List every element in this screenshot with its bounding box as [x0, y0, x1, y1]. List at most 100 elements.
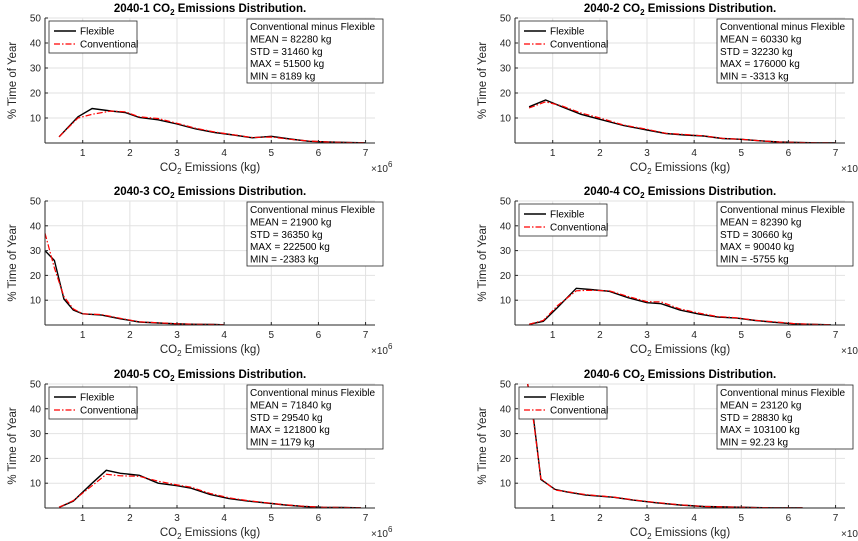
- y-tick-label: 10: [30, 114, 42, 125]
- stats-line: MEAN = 71840 kg: [250, 401, 331, 412]
- stats-line: STD = 28830 kg: [720, 413, 793, 424]
- x-multiplier-exponent: 6: [388, 525, 393, 534]
- chart-title-main: 2040-3 CO: [114, 186, 170, 198]
- x-axis-label-rest: Emissions (kg): [182, 162, 261, 174]
- y-tick-label: 30: [500, 64, 512, 75]
- x-multiplier-base: ×10: [841, 164, 858, 175]
- x-tick-label: 5: [739, 330, 745, 341]
- x-axis-label-rest: Emissions (kg): [182, 527, 261, 539]
- x-tick-label: 2: [127, 148, 133, 159]
- x-axis-label-main: CO: [630, 527, 647, 539]
- stats-box-frame: [716, 201, 854, 267]
- y-tick-label: 20: [500, 454, 512, 465]
- x-tick-label: 6: [786, 513, 792, 524]
- y-tick-label: 40: [30, 221, 42, 232]
- stats-line: STD = 31460 kg: [250, 47, 323, 58]
- legend: Flexible Conventional: [518, 386, 608, 420]
- y-axis-label: % Time of Year: [477, 407, 489, 485]
- chart-title-subscript: 2: [170, 191, 175, 200]
- x-multiplier-base: ×10: [841, 529, 858, 540]
- chart-title-rest: Emissions Distribution.: [645, 3, 777, 15]
- y-tick-label: 40: [500, 221, 512, 232]
- stats-line: MEAN = 60330 kg: [720, 35, 801, 46]
- stats-heading: Conventional minus Flexible: [720, 22, 846, 33]
- stats-line: STD = 36350 kg: [250, 230, 323, 241]
- x-axis-label: CO2 Emissions (kg): [630, 162, 730, 176]
- stats-line: MEAN = 82390 kg: [720, 218, 801, 229]
- flexible-series-line: [528, 287, 831, 326]
- x-tick-label: 3: [644, 513, 650, 524]
- x-multiplier-base: ×10: [371, 164, 388, 175]
- chart-title-subscript: 2: [640, 191, 645, 200]
- stats-box: Conventional minus Flexible MEAN = 60330 …: [716, 18, 854, 84]
- x-tick-label: 7: [363, 148, 369, 159]
- x-tick-label: 2: [597, 330, 603, 341]
- x-tick-label: 5: [739, 513, 745, 524]
- y-tick-label: 50: [30, 14, 42, 25]
- legend-box: [48, 386, 138, 420]
- stats-line: MIN = 8189 kg: [250, 71, 315, 82]
- conventional-series-line: [58, 473, 361, 509]
- y-tick-label: 50: [500, 197, 512, 208]
- chart-title-main: 2040-2 CO: [584, 3, 640, 15]
- x-tick-label: 1: [80, 330, 86, 341]
- stats-box-frame: [246, 18, 384, 84]
- y-axis-label: % Time of Year: [7, 42, 19, 120]
- chart-title-rest: Emissions Distribution.: [175, 186, 307, 198]
- x-multiplier-exponent: 6: [388, 160, 393, 169]
- legend-flexible-label: Flexible: [550, 393, 585, 404]
- y-axis-label: % Time of Year: [7, 407, 19, 485]
- chart-title-main: 2040-1 CO: [114, 3, 170, 15]
- x-tick-label: 1: [550, 513, 556, 524]
- y-tick-label: 20: [30, 454, 42, 465]
- x-tick-label: 3: [174, 513, 180, 524]
- stats-line: STD = 30660 kg: [720, 230, 793, 241]
- stats-box-frame: [716, 18, 854, 84]
- y-tick-label: 30: [30, 429, 42, 440]
- legend-flexible-label: Flexible: [80, 27, 115, 38]
- y-tick-label: 10: [500, 479, 512, 490]
- x-tick-label: 6: [786, 148, 792, 159]
- stats-line: MIN = -3313 kg: [720, 71, 789, 82]
- stats-box: Conventional minus Flexible MEAN = 71840 …: [246, 384, 384, 450]
- x-axis-label: CO2 Emissions (kg): [160, 527, 260, 541]
- x-multiplier: ×106: [841, 525, 858, 540]
- legend-conventional-label: Conventional: [550, 406, 608, 417]
- chart-title: 2040-1 CO2 Emissions Distribution.: [114, 3, 306, 17]
- y-tick-label: 50: [500, 14, 512, 25]
- x-tick-label: 5: [269, 513, 275, 524]
- legend-conventional-label: Conventional: [80, 40, 138, 51]
- conventional-series-line: [528, 289, 831, 326]
- legend-flexible-label: Flexible: [550, 210, 585, 221]
- x-tick-label: 2: [597, 513, 603, 524]
- flexible-series-line: [58, 107, 366, 144]
- x-tick-label: 7: [363, 513, 369, 524]
- x-axis-label-rest: Emissions (kg): [652, 344, 731, 356]
- legend-box: [518, 386, 608, 420]
- y-tick-label: 50: [500, 380, 512, 391]
- x-axis-label: CO2 Emissions (kg): [160, 344, 260, 358]
- stats-line: STD = 32230 kg: [720, 47, 793, 58]
- legend-box: [48, 20, 138, 54]
- stats-heading: Conventional minus Flexible: [250, 388, 376, 399]
- x-multiplier: ×106: [371, 525, 393, 540]
- conventional-series-line: [58, 110, 366, 144]
- y-axis-label: % Time of Year: [7, 224, 19, 302]
- stats-box: Conventional minus Flexible MEAN = 21900 …: [246, 201, 384, 267]
- chart-title: 2040-5 CO2 Emissions Distribution.: [114, 369, 306, 383]
- chart-title-subscript: 2: [640, 8, 645, 17]
- y-tick-label: 50: [30, 197, 42, 208]
- legend-flexible-label: Flexible: [550, 27, 585, 38]
- y-tick-label: 30: [500, 429, 512, 440]
- x-multiplier: ×106: [841, 342, 858, 357]
- stats-heading: Conventional minus Flexible: [250, 22, 376, 33]
- chart-title: 2040-4 CO2 Emissions Distribution.: [584, 186, 776, 200]
- conventional-series-line: [44, 233, 225, 326]
- x-multiplier-exponent: 6: [388, 342, 393, 351]
- x-tick-label: 7: [833, 148, 839, 159]
